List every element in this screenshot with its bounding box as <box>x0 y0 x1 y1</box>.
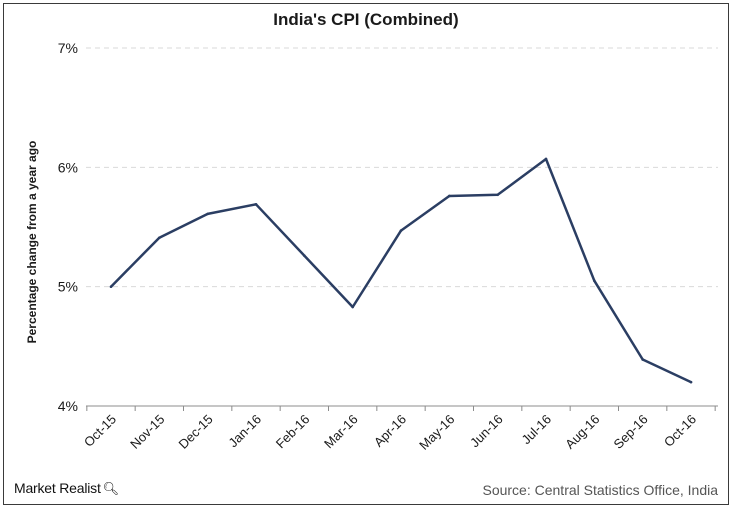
x-tick-label: Aug-16 <box>562 412 602 452</box>
chart-title: India's CPI (Combined) <box>273 10 459 29</box>
y-tick-label: 6% <box>58 159 78 175</box>
data-point <box>303 254 306 257</box>
gridlines <box>86 47 718 288</box>
y-tick-label: 5% <box>58 279 78 295</box>
series-line <box>109 157 693 384</box>
x-tick-label: Nov-15 <box>127 412 167 452</box>
data-point <box>593 279 596 283</box>
chart-frame <box>3 3 729 505</box>
axes <box>86 405 718 411</box>
x-tick-label: Oct-16 <box>661 412 699 450</box>
data-point <box>496 193 499 197</box>
data-point <box>254 203 258 206</box>
x-tick-label: Apr-16 <box>371 412 409 450</box>
y-tick-labels: 4% 5% 6% 7% <box>58 40 78 414</box>
data-point <box>641 358 644 361</box>
y-tick-label: 4% <box>58 398 78 414</box>
data-point <box>544 157 548 161</box>
x-tick-label: Feb-16 <box>273 412 313 452</box>
data-point <box>448 194 451 198</box>
y-tick-label: 7% <box>58 40 78 56</box>
data-point <box>351 305 354 309</box>
data-point <box>109 285 113 288</box>
x-tick-label: Oct-15 <box>81 412 119 450</box>
x-tick-label: May-16 <box>416 412 457 453</box>
x-tick-labels: Oct-15 Nov-15 Dec-15 Jan-16 Feb-16 Mar-16 Apr-… <box>81 412 699 453</box>
data-point <box>689 380 693 384</box>
data-point <box>158 236 161 240</box>
data-point <box>206 212 209 216</box>
market-realist-logo: Market Realist 🔍︎ <box>14 480 119 497</box>
series-lines <box>109 157 693 384</box>
magnifier-icon: 🔍︎ <box>102 481 120 496</box>
x-tick-label: Jun-16 <box>467 412 506 451</box>
source-note: Source: Central Statistics Office, India <box>482 482 718 498</box>
data-point <box>399 229 403 232</box>
x-tick-label: Dec-15 <box>176 412 216 452</box>
x-tick-label: Jul-16 <box>518 412 554 448</box>
x-tick-label: Jan-16 <box>225 412 264 451</box>
brand-name: Market Realist <box>14 480 101 496</box>
x-tick-label: Sep-16 <box>611 412 651 452</box>
x-tick-label: Mar-16 <box>321 412 361 452</box>
